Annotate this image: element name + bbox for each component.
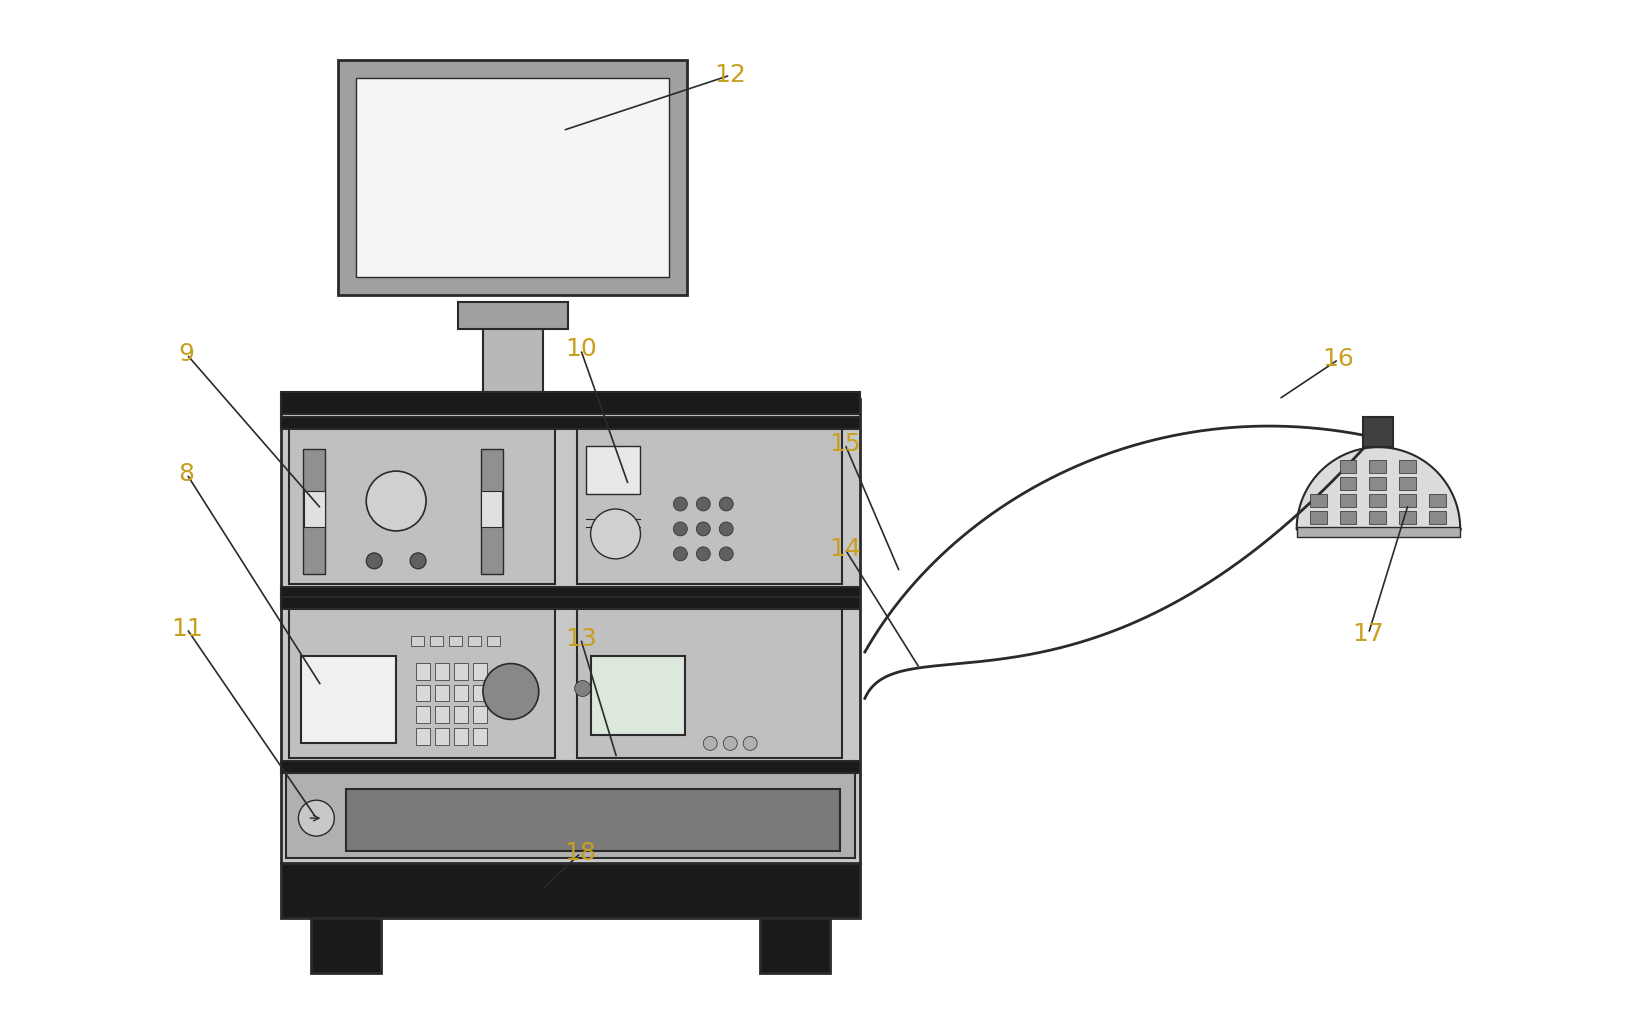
Bar [281,393,860,415]
Circle shape [697,547,710,561]
Bar [1370,511,1386,524]
Text: 16: 16 [1323,347,1355,371]
Bar [356,78,670,276]
Bar [281,587,860,598]
Circle shape [673,497,687,511]
Bar [411,636,424,646]
Bar [1339,511,1357,524]
Bar [1310,511,1326,524]
Bar [304,491,325,527]
Bar [585,446,640,494]
Bar [1339,460,1357,473]
Text: 17: 17 [1352,622,1384,646]
Circle shape [743,737,757,751]
Bar [281,400,860,863]
Bar [286,773,855,858]
Text: 11: 11 [171,616,203,641]
Circle shape [590,509,640,559]
Bar [453,663,468,679]
Bar [416,728,431,746]
Text: 10: 10 [566,337,596,361]
Text: 9: 9 [179,342,195,366]
Bar [436,728,448,746]
Bar [281,762,860,773]
Circle shape [575,680,590,696]
Bar [1339,477,1357,490]
Polygon shape [1297,447,1461,529]
Bar [301,656,396,744]
Bar [1297,527,1461,537]
Circle shape [673,522,687,536]
Bar [453,684,468,701]
Circle shape [704,737,717,751]
Text: 18: 18 [566,842,596,865]
Bar [431,636,444,646]
Bar [1399,511,1417,524]
Bar [436,706,448,723]
Bar [449,636,462,646]
Bar [1339,494,1357,507]
Bar [338,61,687,295]
Bar [436,663,448,679]
Bar [1370,477,1386,490]
Bar [760,918,830,973]
Bar [577,429,842,584]
Bar [312,918,382,973]
Circle shape [366,471,426,531]
Bar [458,302,567,330]
Bar [416,706,431,723]
Text: 14: 14 [829,537,861,561]
Bar [453,728,468,746]
Bar [281,418,860,429]
Bar [416,684,431,701]
Bar [473,728,487,746]
Circle shape [720,522,733,536]
Circle shape [697,497,710,511]
Bar [577,608,842,759]
Bar [590,656,686,736]
Bar [304,449,325,574]
Circle shape [483,664,540,719]
Bar [1399,494,1417,507]
Bar [289,608,556,759]
Text: 12: 12 [715,64,746,87]
Bar [346,789,840,851]
Bar [473,706,487,723]
Bar [281,863,860,918]
Circle shape [366,553,382,569]
Bar [1363,418,1393,447]
Circle shape [723,737,738,751]
Bar [473,684,487,701]
Bar [281,596,860,608]
Bar [1430,511,1446,524]
Bar [289,429,556,584]
Text: 15: 15 [829,432,861,456]
Bar [483,318,543,393]
Text: 13: 13 [566,627,596,651]
Text: 8: 8 [179,462,195,486]
Bar [1310,494,1326,507]
Bar [488,636,500,646]
Bar [1399,477,1417,490]
Circle shape [720,497,733,511]
Circle shape [673,547,687,561]
Bar [481,449,502,574]
Bar [1370,494,1386,507]
Circle shape [299,800,335,836]
Bar [1430,494,1446,507]
Bar [1399,460,1417,473]
Bar [453,706,468,723]
Bar [1370,460,1386,473]
Circle shape [720,547,733,561]
Bar [436,684,448,701]
Bar [481,491,502,527]
Circle shape [410,553,426,569]
Circle shape [697,522,710,536]
Bar [416,663,431,679]
Bar [473,663,487,679]
Bar [468,636,481,646]
